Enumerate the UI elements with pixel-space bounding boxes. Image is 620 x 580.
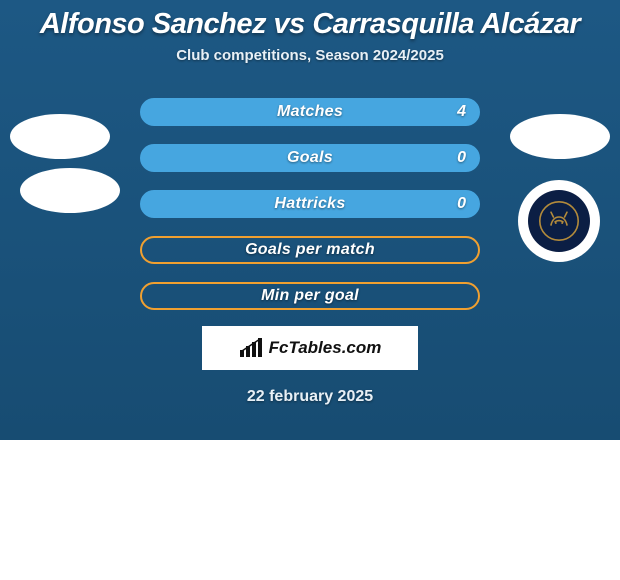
stat-row: Min per goal <box>140 282 480 310</box>
stat-label: Goals <box>287 149 333 167</box>
stat-row: Goals 0 <box>140 144 480 172</box>
player-left-photo-placeholder-2 <box>20 168 120 213</box>
page-title: Alfonso Sanchez vs Carrasquilla Alcázar <box>0 8 620 41</box>
stat-row: Matches 4 <box>140 98 480 126</box>
comparison-card: Alfonso Sanchez vs Carrasquilla Alcázar … <box>0 0 620 440</box>
club-badge-inner <box>528 190 590 252</box>
stat-row: Hattricks 0 <box>140 190 480 218</box>
brand-text: FcTables.com <box>269 338 382 358</box>
brand-box[interactable]: FcTables.com <box>202 326 418 370</box>
puma-icon <box>539 201 579 241</box>
player-left-photo-placeholder-1 <box>10 114 110 159</box>
date-text: 22 february 2025 <box>0 388 620 406</box>
stat-label: Goals per match <box>245 241 375 259</box>
stat-label: Min per goal <box>261 287 359 305</box>
stat-value-right: 4 <box>457 103 466 121</box>
subtitle: Club competitions, Season 2024/2025 <box>0 47 620 64</box>
stat-row: Goals per match <box>140 236 480 264</box>
club-badge-right <box>518 180 600 262</box>
stat-value-right: 0 <box>457 149 466 167</box>
stat-value-right: 0 <box>457 195 466 213</box>
stat-label: Hattricks <box>274 195 345 213</box>
stat-label: Matches <box>277 103 343 121</box>
player-right-photo-placeholder-1 <box>510 114 610 159</box>
brand-bars-icon <box>239 338 263 358</box>
